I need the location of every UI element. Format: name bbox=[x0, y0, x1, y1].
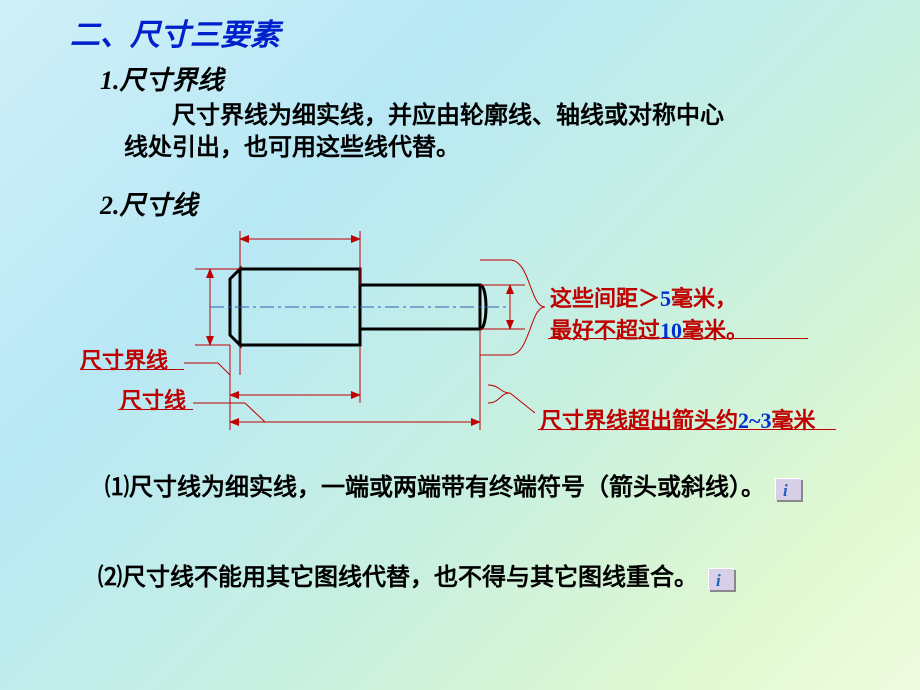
technical-diagram: 尺寸界线 尺寸线 这些间距＞5毫米， 最好不超过10毫米。 尺寸界线超出箭头约2… bbox=[80, 225, 840, 450]
underline-2 bbox=[118, 409, 193, 410]
label-overshoot: 尺寸界线超出箭头约2~3毫米 bbox=[540, 403, 815, 435]
info-icon[interactable] bbox=[708, 568, 734, 590]
paragraph-1: 尺寸界线为细实线，并应由轮廓线、轴线或对称中心线处引出，也可用这些线代替。 bbox=[124, 100, 744, 165]
underline-3 bbox=[548, 338, 808, 339]
spacing-text-d: 毫米。 bbox=[682, 318, 748, 343]
spacing-text-c: 最好不超过 bbox=[550, 318, 660, 343]
label-extension-line: 尺寸界线 bbox=[80, 343, 168, 375]
info-icon[interactable] bbox=[775, 478, 801, 500]
subheading-2: 2.尺寸线 bbox=[100, 185, 198, 222]
spacing-num-1: 5 bbox=[660, 286, 671, 311]
spacing-text-a: 这些间距＞ bbox=[550, 286, 660, 311]
point-2-text: ⑵尺寸线不能用其它图线代替，也不得与其它图线重合。 bbox=[98, 565, 698, 591]
label-spacing: 这些间距＞5毫米， 最好不超过10毫米。 bbox=[550, 281, 748, 345]
subheading-1: 1.尺寸界线 bbox=[100, 60, 224, 97]
section-title: 二、尺寸三要素 bbox=[70, 10, 280, 54]
underline-1 bbox=[80, 369, 184, 370]
spacing-text-b: 毫米， bbox=[671, 286, 737, 311]
spacing-num-2: 10 bbox=[660, 318, 682, 343]
underline-4 bbox=[538, 429, 836, 430]
point-2: ⑵尺寸线不能用其它图线代替，也不得与其它图线重合。 bbox=[98, 560, 798, 596]
point-1: ⑴尺寸线为细实线，一端或两端带有终端符号（箭头或斜线）。 bbox=[105, 470, 805, 506]
label-dimension-line: 尺寸线 bbox=[120, 383, 186, 415]
point-1-text: ⑴尺寸线为细实线，一端或两端带有终端符号（箭头或斜线）。 bbox=[105, 475, 765, 501]
